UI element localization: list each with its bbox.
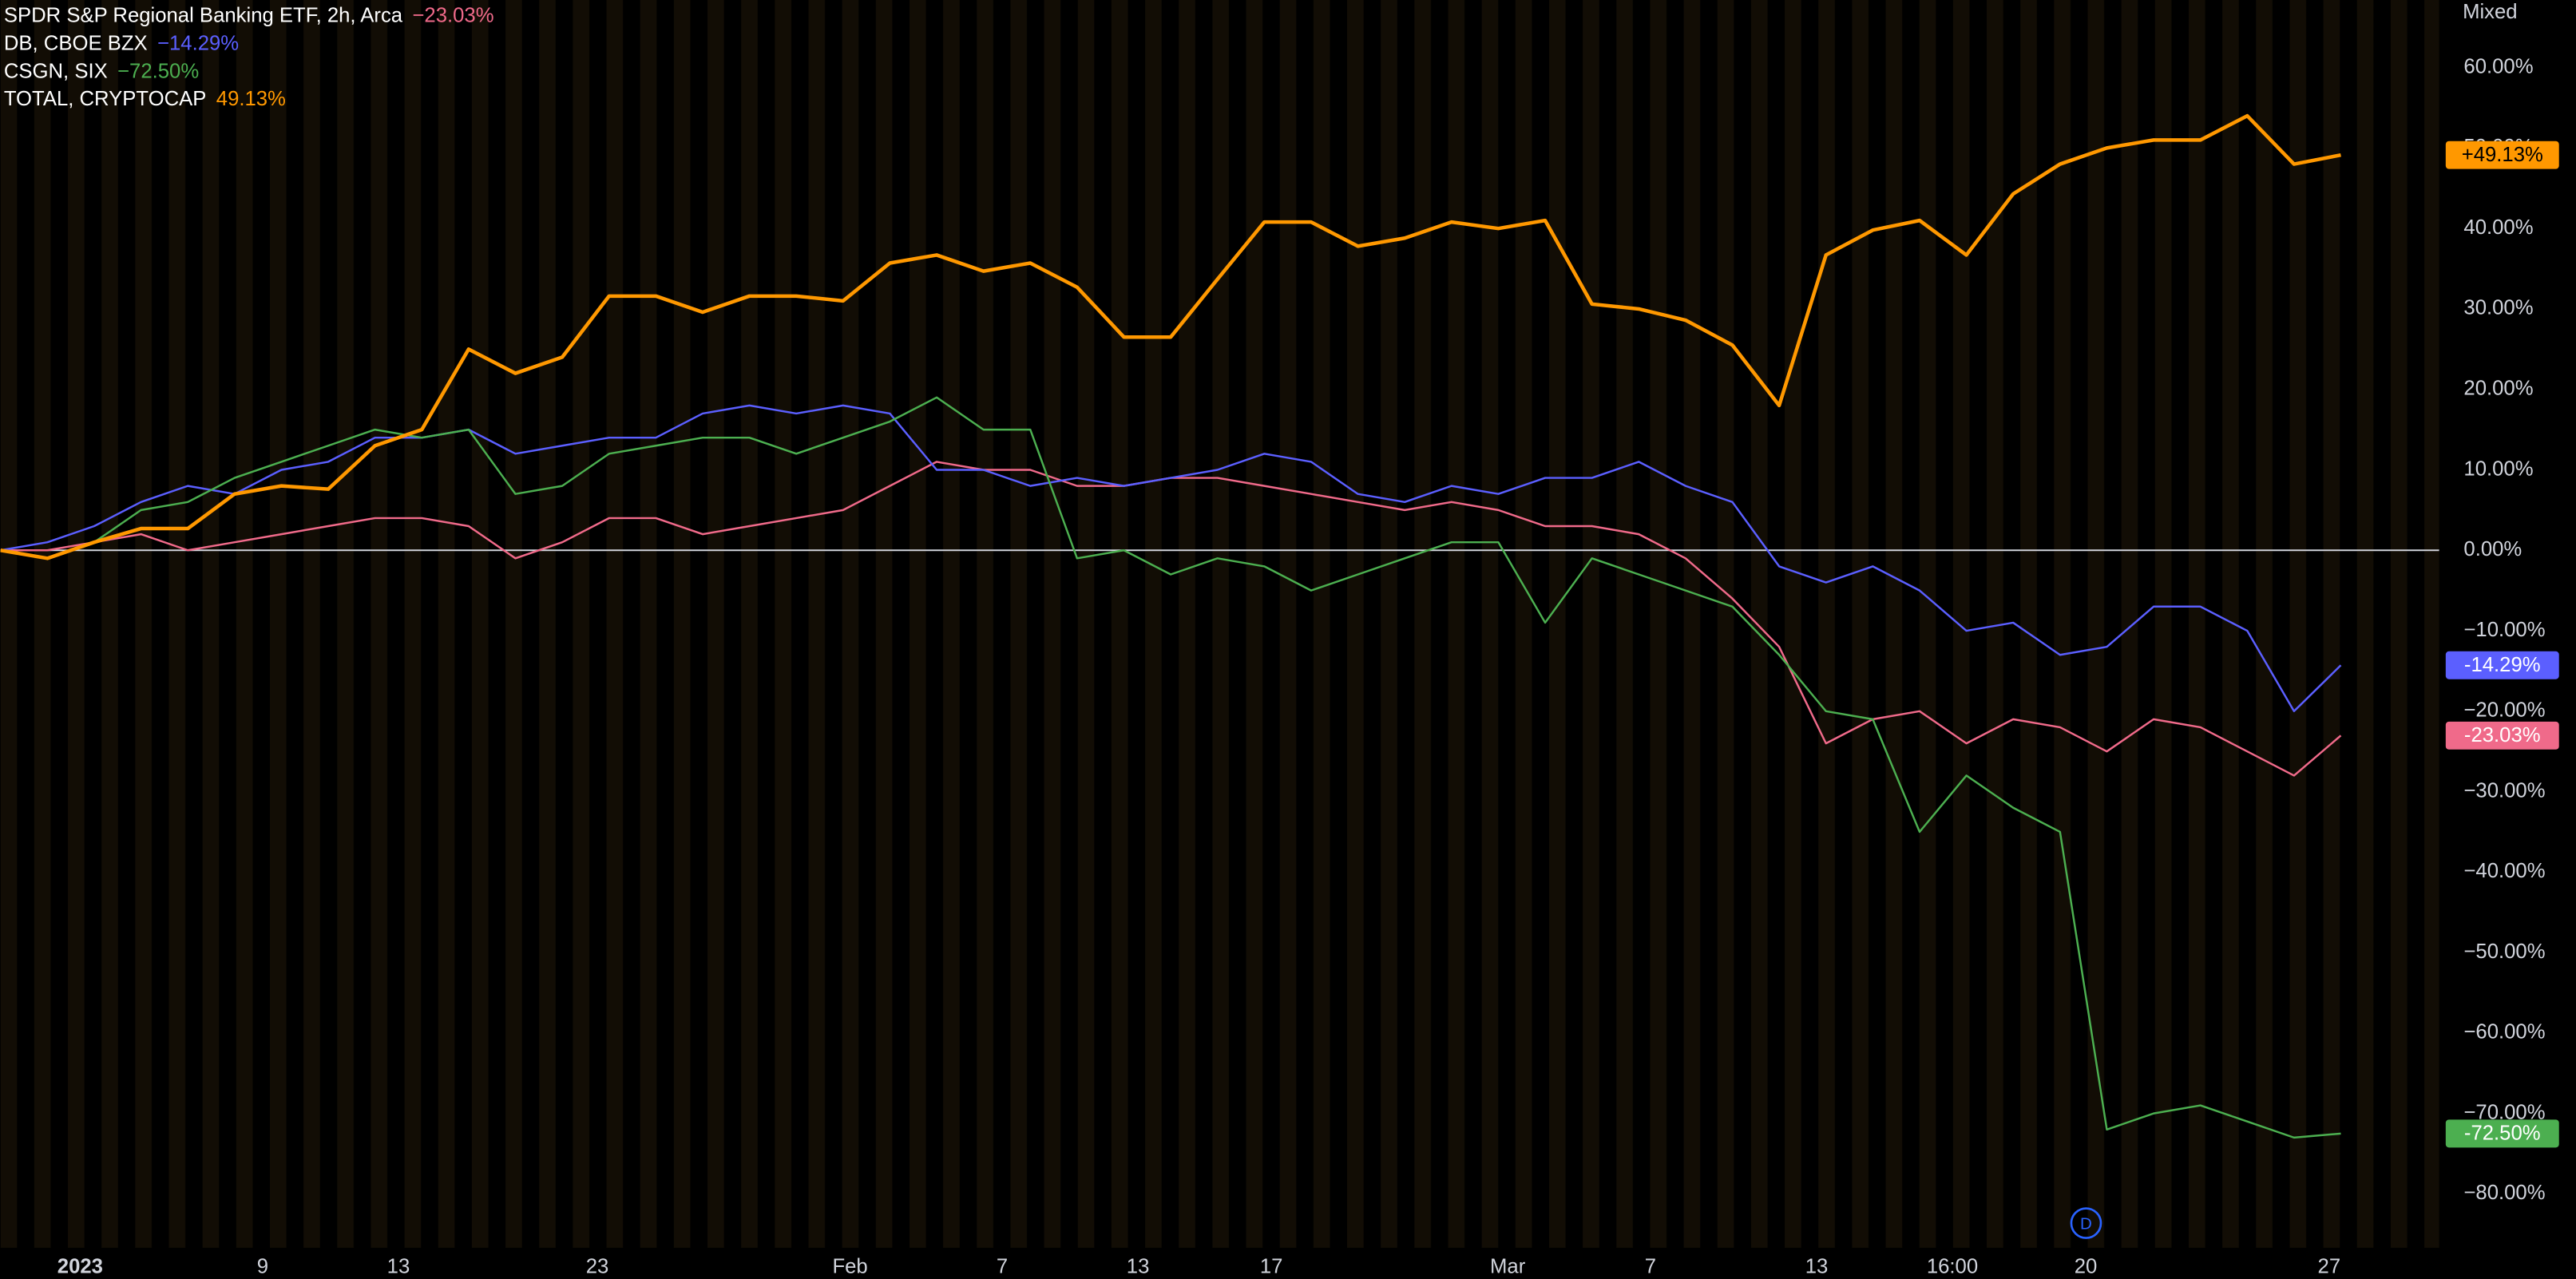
y-tick-label: −80.00% — [2463, 1182, 2545, 1204]
y-tick-label: 60.00% — [2463, 55, 2533, 77]
y-tick-label: −30.00% — [2463, 779, 2545, 802]
price-badge — [2445, 651, 2559, 679]
x-tick-label: 27 — [2318, 1255, 2341, 1277]
legend-change: −72.50% — [117, 60, 199, 82]
y-tick-label: 0.00% — [2463, 538, 2522, 560]
x-tick-label: 13 — [1127, 1255, 1150, 1277]
x-tick-label: 20 — [2075, 1255, 2098, 1277]
x-tick-label: 7 — [1645, 1255, 1656, 1277]
legend: SPDR S&P Regional Banking ETF, 2h, Arca −… — [4, 4, 494, 110]
legend-change: −14.29% — [157, 32, 239, 54]
legend-change: 49.13% — [216, 88, 286, 110]
price-badge-label: -72.50% — [2464, 1123, 2541, 1145]
y-tick-label: −20.00% — [2463, 699, 2545, 722]
price-badges: -23.03% -14.29% -72.50% +49.13% — [2445, 141, 2559, 1148]
event-marker-circle[interactable] — [2070, 1207, 2102, 1239]
price-badge — [2445, 141, 2559, 169]
price-badge-label: +49.13% — [2462, 144, 2543, 166]
y-tick-label: −50.00% — [2463, 940, 2545, 963]
legend-name[interactable]: TOTAL, CRYPTOCAP — [4, 88, 207, 110]
x-tick-label: 23 — [586, 1255, 609, 1277]
scale-mode[interactable]: Mixed — [2463, 1, 2518, 23]
y-tick-label: 10.00% — [2463, 457, 2533, 480]
legend-name[interactable]: SPDR S&P Regional Banking ETF, 2h, Arca — [4, 4, 403, 26]
y-tick-label: −40.00% — [2463, 860, 2545, 882]
x-tick-label: 17 — [1260, 1255, 1283, 1277]
session-bands — [0, 0, 2439, 1248]
y-tick-label: 30.00% — [2463, 297, 2533, 319]
axes: 60.00%50.00%40.00%30.00%20.00%10.00%0.00… — [0, 55, 2546, 1277]
price-badge — [2445, 1119, 2559, 1148]
x-tick-label: 9 — [257, 1255, 268, 1277]
x-tick-label: 13 — [1805, 1255, 1829, 1277]
series-lines — [0, 113, 2342, 1139]
price-badge-label: -14.29% — [2464, 654, 2541, 676]
x-tick-label: 7 — [997, 1255, 1008, 1277]
series-line — [0, 113, 2341, 560]
y-tick-label: −60.00% — [2463, 1021, 2545, 1043]
x-tick-label: Feb — [832, 1255, 867, 1277]
x-tick-label: 13 — [387, 1255, 410, 1277]
x-tick-label: 16:00 — [1927, 1255, 1978, 1277]
series-line — [0, 396, 2341, 1139]
y-tick-label: 40.00% — [2463, 216, 2533, 239]
legend-name[interactable]: CSGN, SIX — [4, 60, 108, 82]
price-badge — [2445, 721, 2559, 750]
price-badge-label: -23.03% — [2464, 724, 2541, 746]
y-tick-label: 20.00% — [2463, 378, 2533, 400]
series-line — [0, 404, 2342, 713]
x-tick-label: Mar — [1490, 1255, 1526, 1277]
x-tick-label: 2023 — [57, 1255, 103, 1277]
legend-change: −23.03% — [412, 4, 493, 26]
y-tick-label: −10.00% — [2463, 619, 2545, 641]
legend-name[interactable]: DB, CBOE BZX — [4, 32, 148, 54]
event-marker[interactable]: D — [2080, 1215, 2092, 1233]
